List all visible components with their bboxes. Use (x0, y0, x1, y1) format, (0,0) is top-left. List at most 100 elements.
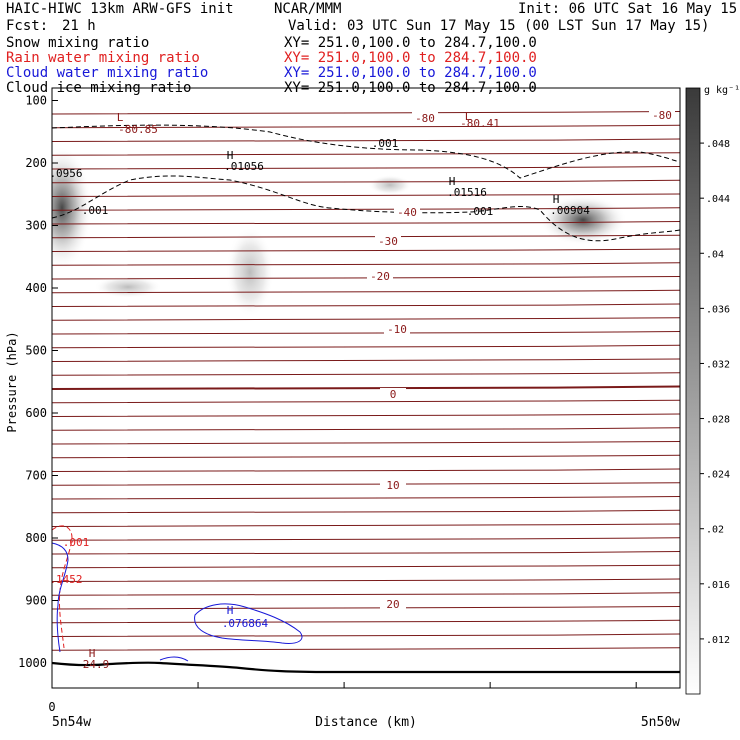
isotherm-line (52, 124, 680, 129)
isotherm-line (52, 207, 680, 211)
field-xy-cloud-water: XY= 251.0,100.0 to 284.7,100.0 (284, 65, 537, 81)
contour-annotation: -80.41 (460, 117, 500, 130)
isotherm-line (52, 537, 680, 541)
contour-annotation: .001 (82, 204, 109, 217)
shade-blob-right (539, 195, 627, 245)
y-tick-label: 200 (25, 156, 47, 170)
isotherm-line (52, 633, 680, 637)
colorbar-tick-label: .024 (706, 470, 730, 481)
x-end-label: 5n50w (641, 715, 680, 730)
colorbar-tick-label: .012 (706, 635, 730, 646)
y-tick-label: 600 (25, 406, 47, 420)
isotherm-line (52, 248, 680, 252)
isotherm-line (52, 441, 680, 445)
terrain-surface-line (51, 661, 680, 674)
contour-annotation: .01056 (224, 160, 264, 173)
contour-annotation: 24.9 (83, 658, 110, 671)
isotherm-label: -30 (378, 235, 398, 248)
contour-annotation: .076864 (222, 617, 269, 630)
isotherm-line (52, 399, 680, 404)
contour-annotation: H (553, 193, 560, 206)
ice-contour-dashed-lower (52, 175, 680, 242)
isotherm-label: 0 (390, 388, 397, 401)
field-xy-snow: XY= 251.0,100.0 to 284.7,100.0 (284, 35, 537, 51)
y-tick-label: 900 (25, 594, 47, 608)
isotherm-line (52, 221, 680, 225)
isotherm-label: 10 (386, 479, 399, 492)
ice-contour-dashed-upper (52, 124, 680, 179)
isotherm-line (52, 276, 680, 280)
isotherm-line (52, 385, 680, 390)
model-title: HAIC-HIWC 13km ARW-GFS init (6, 1, 234, 17)
contour-annotation: L (117, 111, 124, 124)
field-xy-rain: XY= 251.0,100.0 to 284.7,100.0 (284, 50, 537, 66)
org-label: NCAR/MMM (274, 1, 342, 17)
contour-annotation: H (449, 175, 456, 188)
valid-time: Valid: 03 UTC Sun 17 May 15 (00 LST Sun … (288, 18, 710, 34)
isotherm-line (52, 509, 680, 514)
isotherm-line (52, 179, 680, 184)
isotherm-line (52, 344, 680, 349)
isotherm-line (52, 592, 680, 596)
isotherm-line (52, 496, 680, 500)
x-axis-title: Distance (km) (315, 715, 417, 730)
isotherm-line (52, 578, 680, 582)
contour-annotation: .0956 (49, 167, 82, 180)
forecast-label: Fcst: (6, 18, 49, 34)
isotherm-line (52, 152, 680, 156)
y-axis-title: Pressure (hPa) (5, 331, 19, 432)
contour-annotation: .00904 (550, 204, 590, 217)
colorbar: g kg⁻¹ .012 .016 .02 .024 .028 .032 .036 .04 .04… (685, 85, 740, 695)
isotherm-line (52, 468, 680, 472)
colorbar-tick-label: .048 (706, 139, 730, 150)
shade-blob-small (368, 175, 412, 195)
y-tick-label: 700 (25, 469, 47, 483)
contour-annotation: .001 (372, 137, 399, 150)
isotherm-line (52, 427, 680, 431)
colorbar-unit: g kg⁻¹ (704, 85, 740, 96)
isotherm-line (52, 564, 680, 569)
colorbar-tick-label: .028 (706, 415, 730, 426)
isotherm-line (52, 372, 680, 376)
shade-blob-mid (226, 227, 274, 317)
contour-annotation: -80.85 (118, 123, 158, 136)
isotherm-line (52, 317, 680, 321)
isotherm-line (52, 551, 680, 555)
contour-annotation: .001 (63, 536, 90, 549)
isotherm-line (52, 166, 680, 170)
temperature-contours (52, 111, 680, 651)
hydrometeor-contours (52, 124, 680, 662)
contour-annotation: H (89, 647, 96, 660)
isotherm-line (52, 262, 680, 266)
y-tick-label: 100 (25, 94, 47, 108)
colorbar-tick-label: .032 (706, 359, 730, 370)
isotherm-line (52, 138, 680, 142)
isotherm-label: -80 (652, 109, 672, 122)
isotherm-label: -10 (387, 323, 407, 336)
y-tick-label: 500 (25, 344, 47, 358)
y-tick-label: 800 (25, 531, 47, 545)
colorbar-tick-label: .044 (706, 194, 730, 205)
x-axis (51, 682, 637, 688)
shade-blob-left (52, 146, 92, 270)
isotherm-line (52, 289, 680, 294)
y-tick-label: 400 (25, 281, 47, 295)
isotherm-label: -80 (415, 112, 435, 125)
forecast-hours: 21 h (62, 18, 96, 34)
colorbar-tick-label: .04 (706, 249, 724, 260)
cloud-water-contour-left (52, 542, 69, 653)
contour-annotation: .1452 (49, 573, 82, 586)
isotherm-label: -20 (370, 270, 390, 283)
isotherm-line (52, 482, 680, 486)
isotherm-line (52, 619, 680, 624)
colorbar-tick-label: .016 (706, 580, 730, 591)
colorbar-ramp (685, 87, 701, 695)
y-tick-label: 300 (25, 219, 47, 233)
contour-annotation: .01516 (447, 186, 487, 199)
isotherm-line (52, 606, 680, 610)
contour-annotation: H (227, 604, 234, 617)
field-name-snow: Snow mixing ratio (6, 35, 150, 51)
y-tick-label: 1000 (18, 656, 47, 670)
isotherm-label: 20 (386, 598, 399, 611)
